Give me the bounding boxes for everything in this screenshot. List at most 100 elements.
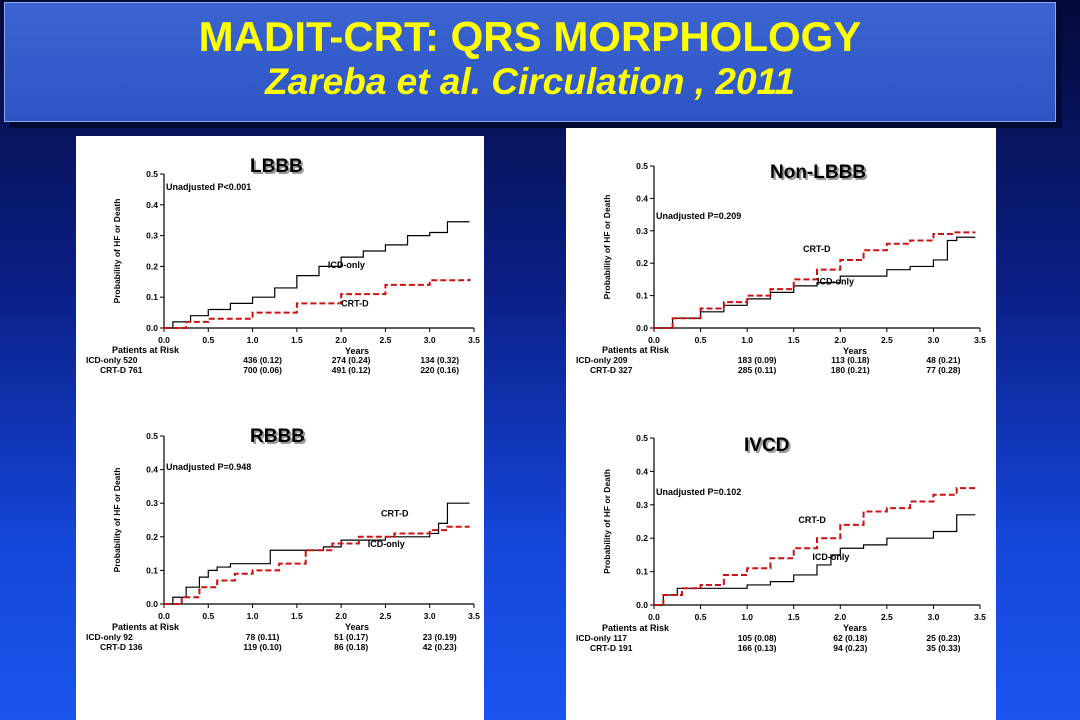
title-banner: MADIT-CRT: QRS MORPHOLOGY Zareba et al. … bbox=[4, 2, 1056, 122]
risk-cell: 436 (0.12) bbox=[243, 355, 282, 365]
x-tick-label: 3.5 bbox=[974, 612, 986, 622]
slide-subtitle: Zareba et al. Circulation , 2011 bbox=[265, 61, 795, 102]
x-tick-label: 1.5 bbox=[291, 611, 303, 621]
risk-cell: 183 (0.09) bbox=[738, 355, 777, 365]
risk-row-label: CRT-D 761 bbox=[100, 365, 143, 375]
x-tick-label: 3.5 bbox=[468, 611, 480, 621]
y-tick-label: 0.0 bbox=[636, 323, 648, 333]
series-label: ICD-only bbox=[817, 276, 854, 286]
risk-cell: 220 (0.16) bbox=[420, 365, 459, 375]
risk-row-label: CRT-D 136 bbox=[100, 642, 143, 652]
risk-cell: 491 (0.12) bbox=[332, 365, 371, 375]
x-tick-label: 2.0 bbox=[335, 335, 347, 345]
risk-cell: 166 (0.13) bbox=[738, 643, 777, 653]
risk-cell: 113 (0.18) bbox=[831, 355, 869, 365]
x-tick-label: 0.0 bbox=[648, 612, 660, 622]
y-tick-label: 0.3 bbox=[146, 498, 158, 508]
x-tick-label: 2.5 bbox=[881, 335, 893, 345]
risk-row-label: ICD-only 209 bbox=[576, 355, 628, 365]
p-value-annotation: Unadjusted P=0.948 bbox=[166, 462, 251, 472]
y-axis-label: Probability of HF or Death bbox=[602, 195, 612, 300]
x-tick-label: 2.0 bbox=[834, 335, 846, 345]
risk-cell: 35 (0.33) bbox=[926, 643, 960, 653]
icd-only-curve bbox=[164, 221, 470, 329]
risk-cell: 62 (0.18) bbox=[833, 633, 867, 643]
x-tick-label: 2.5 bbox=[380, 335, 392, 345]
x-tick-label: 0.0 bbox=[158, 611, 170, 621]
risk-table-header: Patients at Risk bbox=[602, 345, 670, 355]
risk-cell: 700 (0.06) bbox=[243, 365, 282, 375]
x-tick-label: 1.0 bbox=[247, 335, 259, 345]
risk-cell: 119 (0.10) bbox=[243, 642, 281, 652]
y-tick-label: 0.2 bbox=[636, 533, 648, 543]
y-tick-label: 0.0 bbox=[146, 599, 158, 609]
y-axis-label: Probability of HF or Death bbox=[112, 468, 122, 573]
y-tick-label: 0.3 bbox=[146, 231, 158, 241]
x-tick-label: 3.5 bbox=[468, 335, 480, 345]
chart-title-shadow: Non-LBBB bbox=[772, 164, 868, 185]
risk-cell: 274 (0.24) bbox=[332, 355, 371, 365]
chart-title-shadow: RBBB bbox=[252, 428, 307, 449]
risk-cell: 25 (0.23) bbox=[926, 633, 960, 643]
x-tick-label: 0.5 bbox=[202, 335, 214, 345]
risk-cell: 134 (0.32) bbox=[420, 355, 459, 365]
x-axis-label: Years bbox=[345, 622, 369, 632]
p-value-annotation: Unadjusted P=0.209 bbox=[656, 211, 741, 221]
series-label: ICD-only bbox=[812, 552, 849, 562]
icd-only-curve bbox=[654, 236, 976, 329]
series-label: CRT-D bbox=[381, 509, 409, 519]
y-tick-label: 0.3 bbox=[636, 500, 648, 510]
risk-row-label: ICD-only 92 bbox=[86, 632, 133, 642]
icd-only-curve bbox=[654, 514, 976, 606]
risk-table-header: Patients at Risk bbox=[112, 345, 180, 355]
series-label: ICD-only bbox=[368, 539, 405, 549]
x-tick-label: 0.0 bbox=[158, 335, 170, 345]
chart-title: Non-LBBB bbox=[770, 162, 866, 183]
risk-row-label: CRT-D 327 bbox=[590, 365, 633, 375]
y-tick-label: 0.5 bbox=[636, 433, 648, 443]
y-tick-label: 0.1 bbox=[636, 291, 648, 301]
chart-title: RBBB bbox=[250, 426, 305, 447]
x-tick-label: 3.0 bbox=[928, 612, 940, 622]
risk-cell: 42 (0.23) bbox=[423, 642, 457, 652]
crt-d-curve bbox=[164, 278, 471, 329]
risk-table-header: Patients at Risk bbox=[602, 623, 670, 633]
y-tick-label: 0.1 bbox=[146, 565, 158, 575]
y-axis-label: Probability of HF or Death bbox=[602, 469, 612, 574]
y-tick-label: 0.2 bbox=[146, 532, 158, 542]
crt-d-curve bbox=[654, 487, 976, 606]
x-tick-label: 2.0 bbox=[335, 611, 347, 621]
x-tick-label: 0.0 bbox=[648, 335, 660, 345]
risk-row-label: CRT-D 191 bbox=[590, 643, 633, 653]
risk-row-label: ICD-only 117 bbox=[576, 633, 627, 643]
risk-table-header: Patients at Risk bbox=[112, 622, 180, 632]
chart-title-shadow: IVCD bbox=[746, 437, 791, 458]
risk-cell: 78 (0.11) bbox=[246, 632, 280, 642]
x-axis-label: Years bbox=[843, 623, 867, 633]
right-panel bbox=[566, 128, 996, 720]
y-tick-label: 0.0 bbox=[636, 600, 648, 610]
x-axis-label: Years bbox=[843, 346, 867, 356]
y-tick-label: 0.1 bbox=[146, 292, 158, 302]
x-tick-label: 1.0 bbox=[247, 611, 259, 621]
p-value-annotation: Unadjusted P<0.001 bbox=[166, 182, 251, 192]
x-tick-label: 3.0 bbox=[928, 335, 940, 345]
crt-d-curve bbox=[654, 231, 976, 329]
y-tick-label: 0.4 bbox=[146, 200, 158, 210]
y-tick-label: 0.0 bbox=[146, 323, 158, 333]
x-tick-label: 1.5 bbox=[291, 335, 303, 345]
left-panel bbox=[76, 136, 484, 720]
risk-cell: 48 (0.21) bbox=[926, 355, 960, 365]
x-tick-label: 0.5 bbox=[202, 611, 214, 621]
crt-d-curve bbox=[164, 525, 470, 605]
risk-row-label: ICD-only 520 bbox=[86, 355, 138, 365]
y-tick-label: 0.4 bbox=[146, 465, 158, 475]
x-tick-label: 1.0 bbox=[741, 335, 753, 345]
y-tick-label: 0.1 bbox=[636, 567, 648, 577]
chart-title: IVCD bbox=[744, 435, 789, 456]
x-tick-label: 2.5 bbox=[380, 611, 392, 621]
x-tick-label: 3.0 bbox=[424, 611, 436, 621]
series-label: CRT-D bbox=[803, 244, 831, 254]
y-tick-label: 0.5 bbox=[146, 431, 158, 441]
